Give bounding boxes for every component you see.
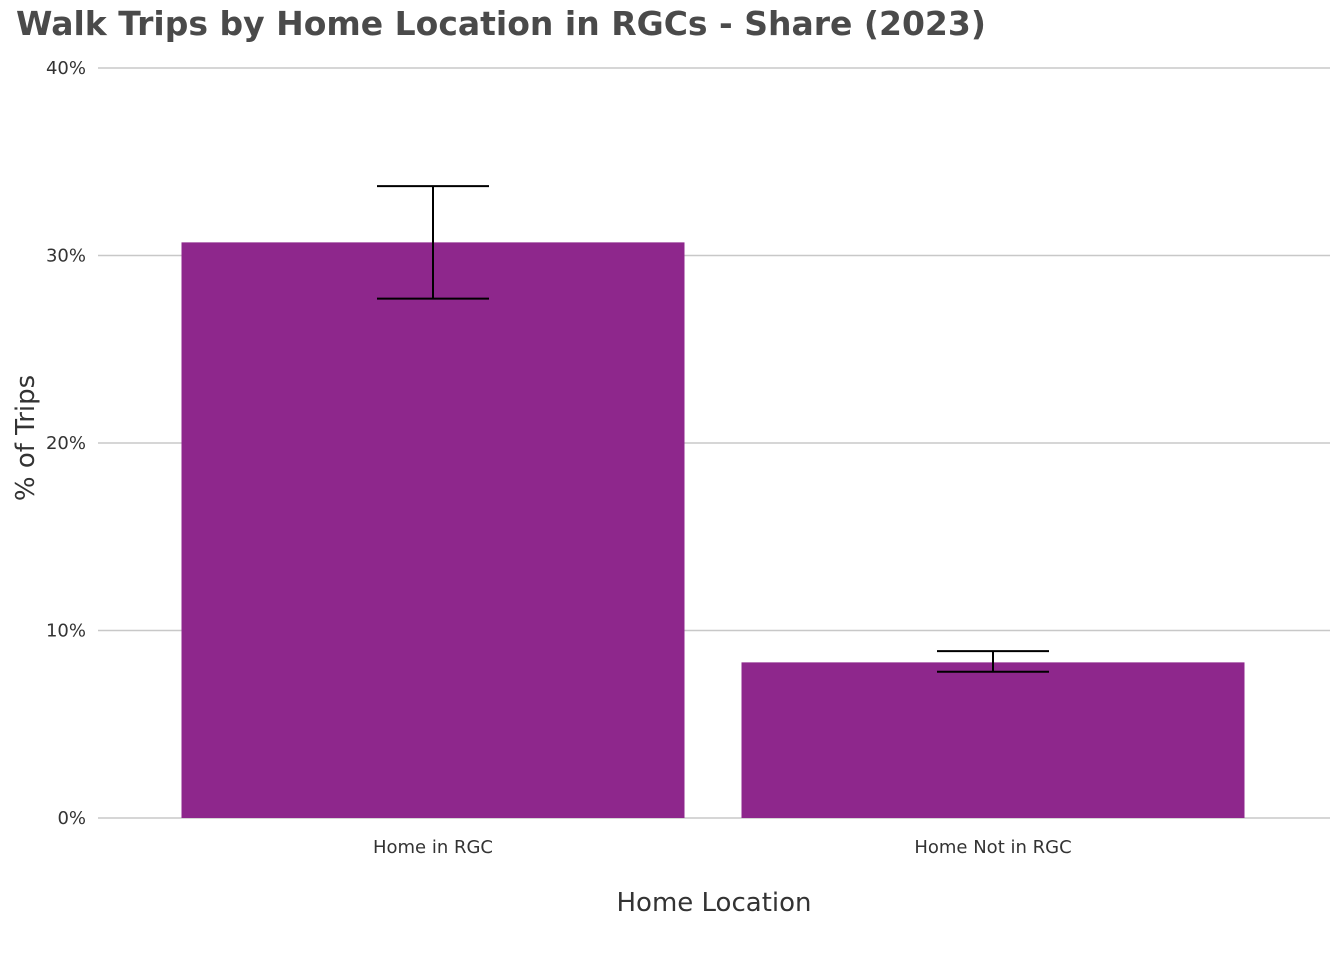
y-tick-label: 30% <box>46 246 86 267</box>
y-tick-label: 0% <box>57 808 86 829</box>
y-tick-label: 40% <box>46 58 86 79</box>
y-axis-title: % of Trips <box>11 375 41 501</box>
bar <box>741 662 1245 818</box>
y-axis-ticks: 0% 10% 20% 30% 40% <box>46 58 86 829</box>
x-axis-ticks: Home in RGC Home Not in RGC <box>373 837 1072 858</box>
chart-title: Walk Trips by Home Location in RGCs - Sh… <box>16 4 986 43</box>
x-tick-label: Home in RGC <box>373 837 493 858</box>
bar <box>181 242 685 818</box>
bars <box>181 242 1245 818</box>
x-tick-label: Home Not in RGC <box>914 837 1071 858</box>
y-tick-label: 10% <box>46 621 86 642</box>
y-tick-label: 20% <box>46 433 86 454</box>
x-axis-title: Home Location <box>616 888 811 918</box>
error-bars <box>377 185 1049 673</box>
